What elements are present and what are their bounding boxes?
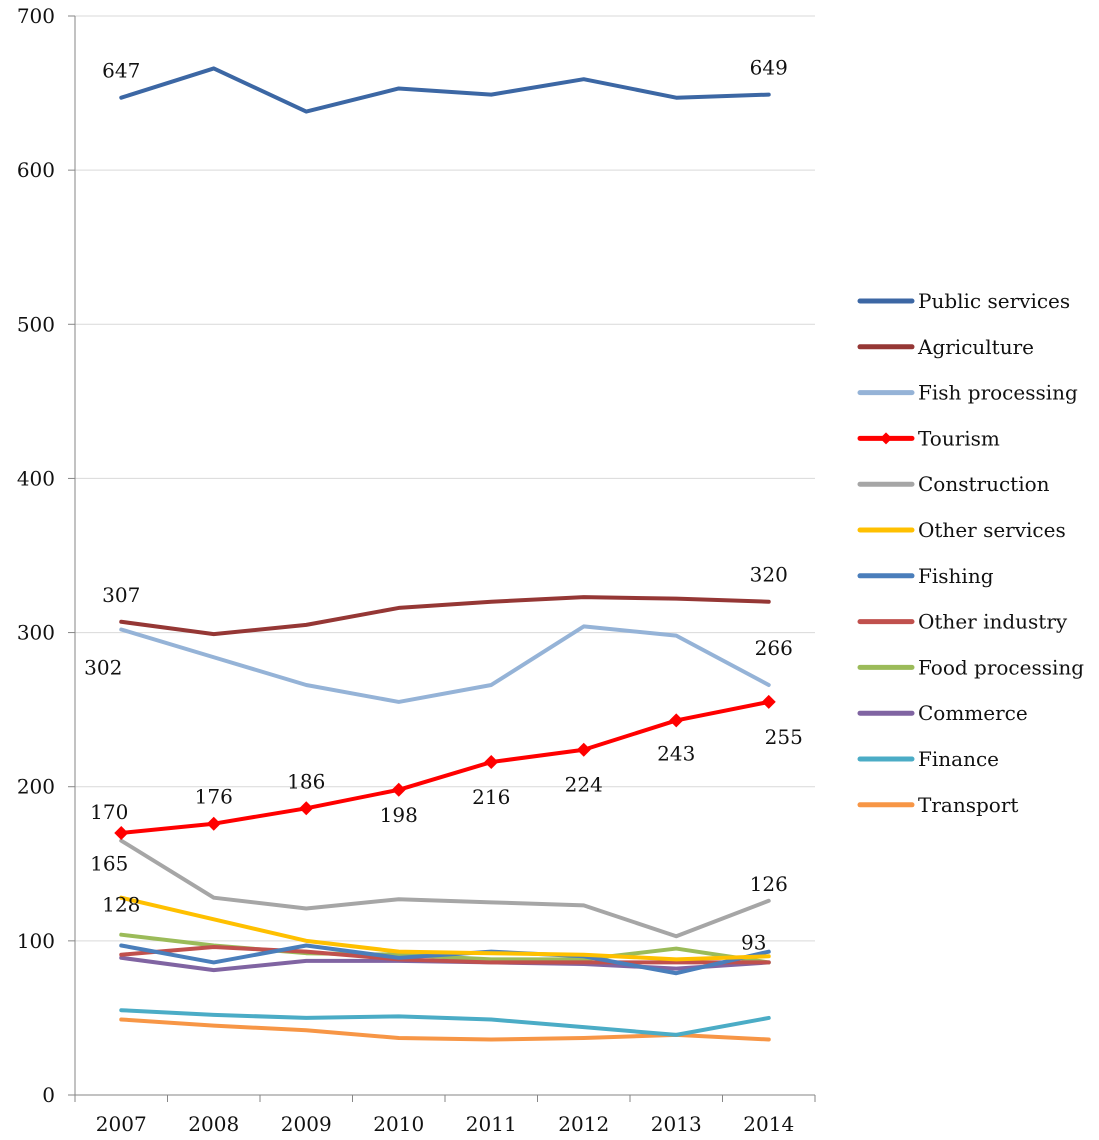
data-label: 93: [741, 931, 766, 955]
legend-item: Fishing: [857, 564, 994, 588]
x-tick-label: 2009: [281, 1112, 332, 1136]
legend-item: Other services: [857, 518, 1066, 542]
x-tick-label: 2011: [466, 1112, 517, 1136]
data-label: 170: [90, 800, 128, 824]
series-line-fishing: [119, 943, 771, 976]
data-label: 216: [472, 785, 510, 809]
legend-item: Fish processing: [857, 381, 1078, 405]
legend-item: Agriculture: [857, 335, 1034, 359]
x-tick-label: 2010: [373, 1112, 424, 1136]
series-line-finance: [119, 1008, 771, 1037]
series-line-agriculture: [119, 595, 771, 637]
series-line-fish-processing: [119, 624, 771, 704]
legend-item: Food processing: [857, 655, 1084, 679]
x-tick-label: 2012: [558, 1112, 609, 1136]
legend-label: Construction: [918, 472, 1050, 496]
legend-item: Public services: [857, 289, 1070, 313]
data-label: 307: [102, 583, 140, 607]
y-tick-label: 500: [17, 312, 55, 336]
x-tick-label: 2014: [743, 1112, 794, 1136]
series-line-construction: [119, 838, 771, 939]
data-label: 243: [657, 741, 695, 765]
point-marker: [576, 742, 591, 757]
legend-item: Transport: [857, 793, 1018, 817]
point-marker: [114, 825, 129, 840]
point-marker: [484, 755, 499, 770]
y-tick-label: 400: [17, 466, 55, 490]
data-label: 165: [90, 852, 128, 876]
data-label: 302: [84, 655, 122, 679]
data-label: 647: [102, 59, 140, 83]
legend-item: Finance: [857, 747, 999, 771]
x-tick-label: 2008: [188, 1112, 239, 1136]
legend-item: Construction: [857, 472, 1050, 496]
legend-label: Food processing: [918, 655, 1084, 679]
series-line-other-industry: [119, 945, 771, 965]
point-marker: [299, 801, 314, 816]
series-line-public-services: [119, 66, 771, 114]
data-label: 266: [755, 636, 793, 660]
y-tick-label: 200: [17, 775, 55, 799]
data-label: 649: [750, 56, 788, 80]
legend-marker: [880, 432, 892, 445]
gridlines: [75, 15, 815, 942]
data-label: 176: [195, 785, 233, 809]
data-label: 186: [287, 769, 325, 793]
legend-label: Public services: [918, 289, 1070, 313]
y-tick-label: 300: [17, 621, 55, 645]
series-lines: [114, 66, 776, 1042]
point-marker: [761, 694, 776, 709]
legend-item: Other industry: [857, 610, 1068, 634]
legend-label: Transport: [918, 793, 1018, 817]
data-label: 198: [380, 803, 418, 827]
legend-label: Fish processing: [918, 381, 1078, 405]
y-tick-label: 0: [42, 1083, 55, 1107]
x-tick-label: 2007: [96, 1112, 147, 1136]
legend-label: Other industry: [918, 610, 1068, 634]
point-marker: [391, 782, 406, 797]
axes: 0 100 200 300 400 500 600 700 2007 2008 2009 2010 20…: [17, 4, 816, 1136]
series-line-other-services: [119, 895, 771, 962]
legend-label: Finance: [918, 747, 999, 771]
series-line-tourism: [119, 699, 771, 835]
data-label: 255: [765, 725, 803, 749]
legend-label: Commerce: [918, 701, 1028, 725]
data-label: 320: [750, 563, 788, 587]
legend-label: Fishing: [918, 564, 994, 588]
legend-label: Other services: [918, 518, 1066, 542]
point-marker: [669, 713, 684, 728]
legend-label: Tourism: [918, 426, 1000, 450]
y-tick-label: 600: [17, 158, 55, 182]
legend-item: Commerce: [857, 701, 1028, 725]
legend: Public services Agriculture Fish processin…: [857, 289, 1084, 817]
y-tick-label: 700: [17, 4, 55, 28]
data-label: 126: [750, 872, 788, 896]
legend-item: Tourism: [857, 426, 1000, 450]
point-marker: [206, 816, 221, 831]
data-labels: 647 649 307 320 302 266 170 176 186 198 216 224 243 2…: [84, 56, 803, 955]
legend-label: Agriculture: [917, 335, 1034, 359]
data-label: 128: [102, 893, 140, 917]
y-tick-label: 100: [17, 929, 55, 953]
x-tick-label: 2013: [651, 1112, 702, 1136]
data-label: 224: [565, 773, 603, 797]
